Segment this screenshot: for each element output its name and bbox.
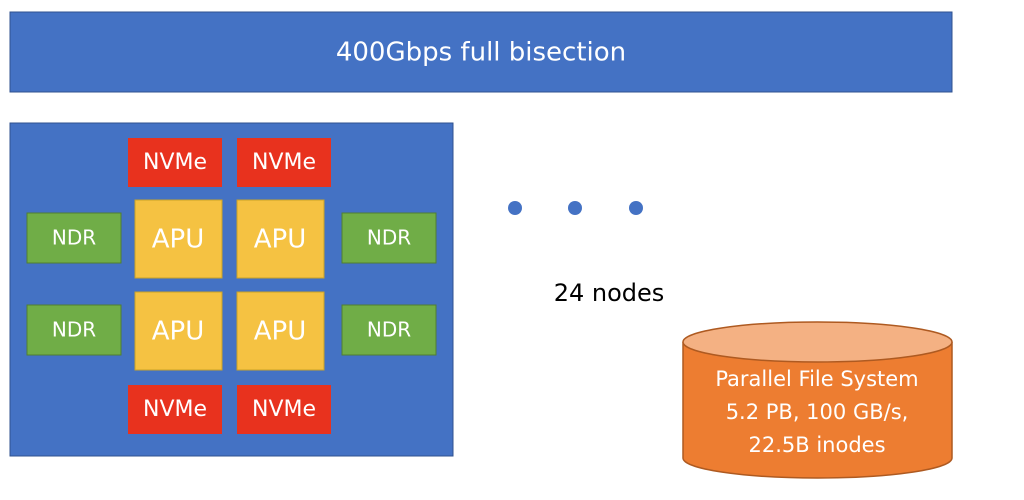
nvme-box <box>237 385 331 434</box>
apu-label: APU <box>152 225 205 255</box>
ndr-label: NDR <box>367 318 411 342</box>
apu-label: APU <box>254 225 307 255</box>
apu-box <box>134 199 223 279</box>
nvme-label: NVMe <box>252 397 316 422</box>
storage-top <box>682 321 953 363</box>
nvme-label: NVMe <box>143 150 207 175</box>
ndr-box <box>341 212 437 264</box>
nvme-box <box>128 385 222 434</box>
nvme-box <box>128 138 222 187</box>
ellipsis-dot <box>508 201 522 215</box>
network-label: 400Gbps full bisection <box>336 38 626 68</box>
storage-line: 22.5B inodes <box>748 433 885 457</box>
ndr-box <box>26 212 122 264</box>
apu-box <box>236 291 325 371</box>
ndr-label: NDR <box>367 226 411 250</box>
ellipsis-dot <box>568 201 582 215</box>
ndr-box <box>341 304 437 356</box>
apu-box <box>236 199 325 279</box>
storage-line: Parallel File System <box>715 367 918 391</box>
network-bar <box>9 11 953 93</box>
apu-label: APU <box>254 317 307 347</box>
nvme-label: NVMe <box>252 150 316 175</box>
ndr-label: NDR <box>52 226 96 250</box>
nvme-label: NVMe <box>143 397 207 422</box>
apu-label: APU <box>152 317 205 347</box>
ndr-box <box>26 304 122 356</box>
storage-cylinder <box>682 342 953 479</box>
node-box <box>9 122 454 457</box>
storage-line: 5.2 PB, 100 GB/s, <box>726 400 909 424</box>
node-count: 24 nodes <box>554 279 665 307</box>
ellipsis-dot <box>629 201 643 215</box>
apu-box <box>134 291 223 371</box>
ndr-label: NDR <box>52 318 96 342</box>
nvme-box <box>237 138 331 187</box>
